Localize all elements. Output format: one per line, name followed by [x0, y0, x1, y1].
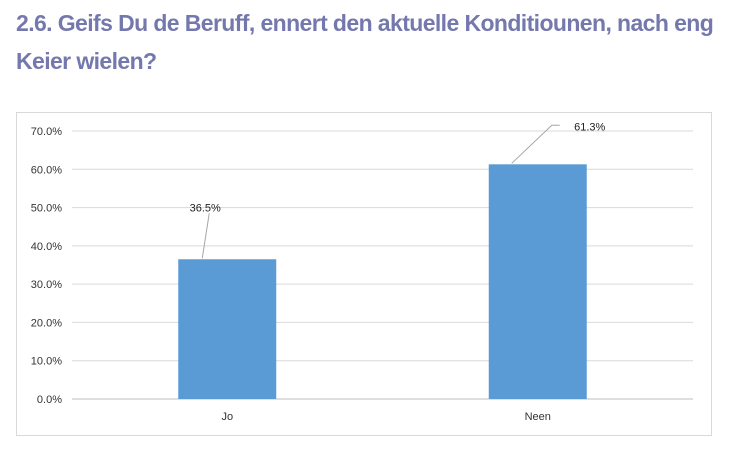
- bar-jo: [178, 259, 277, 399]
- data-label: 61.3%: [574, 121, 605, 133]
- data-labels: 36.5% 61.3%: [190, 121, 606, 214]
- x-tick-label: Neen: [525, 411, 551, 423]
- leader-lines: [201, 124, 560, 259]
- gridlines: [72, 130, 693, 400]
- chart-frame: [16, 112, 712, 436]
- y-tick-label: 10.0%: [31, 356, 62, 368]
- y-tick-label: 20.0%: [31, 317, 62, 329]
- y-tick-label: 60.0%: [31, 164, 62, 176]
- leader-line: [201, 213, 210, 259]
- bar-neen: [488, 164, 587, 399]
- y-tick-label: 0.0%: [37, 394, 62, 406]
- y-tick-label: 50.0%: [31, 203, 62, 215]
- data-label: 36.5%: [190, 202, 221, 214]
- y-tick-label: 30.0%: [31, 279, 62, 291]
- y-axis-ticks: 0.0% 10.0% 20.0% 30.0% 40.0% 50.0% 60.0% 70.0%: [31, 126, 62, 406]
- x-axis-ticks: Jo Neen: [221, 411, 550, 423]
- y-tick-label: 40.0%: [31, 241, 62, 253]
- question-title: 2.6. Geifs Du de Beruff, ennert den aktu…: [16, 10, 714, 74]
- leader-line: [511, 124, 560, 164]
- bars: [178, 164, 587, 399]
- x-tick-label: Jo: [221, 411, 233, 423]
- y-tick-label: 70.0%: [31, 126, 62, 138]
